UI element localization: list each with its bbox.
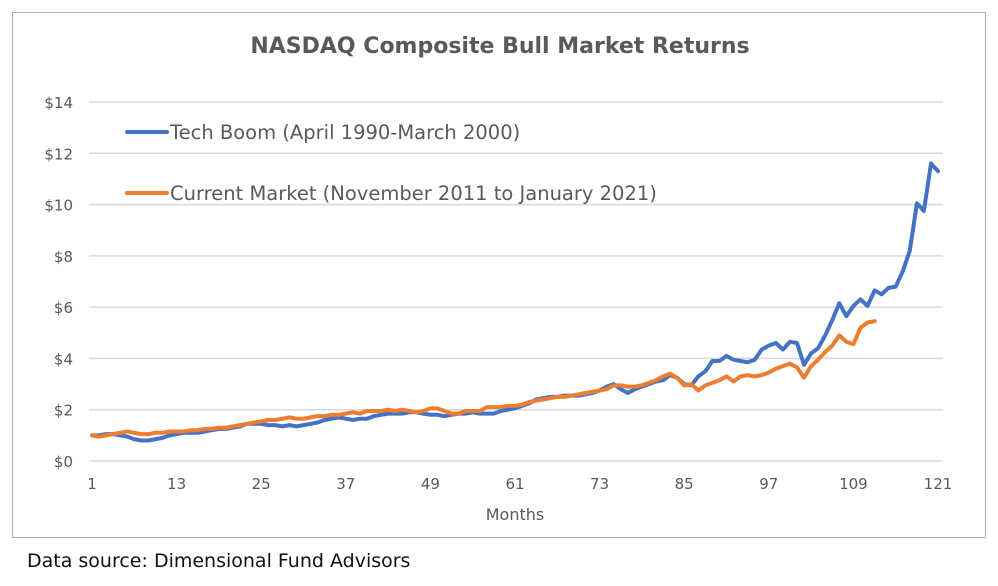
y-tick-label: $6 [54,299,73,317]
legend-label: Tech Boom (April 1990-March 2000) [169,121,520,144]
x-axis-label: Months [486,505,544,524]
y-tick-label: $14 [44,94,73,112]
y-tick-label: $2 [54,402,73,420]
x-tick-label: 13 [167,475,186,493]
x-tick-label: 37 [336,475,355,493]
x-tick-label: 109 [839,475,868,493]
data-source-caption: Data source: Dimensional Fund Advisors [27,550,411,572]
chart-title: NASDAQ Composite Bull Market Returns [250,34,749,59]
x-tick-label: 25 [252,475,271,493]
y-tick-label: $0 [54,453,73,471]
y-tick-label: $10 [44,197,73,215]
x-tick-label: 73 [590,475,609,493]
x-tick-label: 121 [924,475,953,493]
chart-frame [12,12,986,538]
x-tick-label: 61 [505,475,524,493]
x-tick-label: 85 [675,475,694,493]
series-line-current-market [90,319,877,439]
y-tick-label: $12 [44,145,73,163]
x-tick-label: 97 [759,475,778,493]
x-tick-label: 49 [421,475,440,493]
y-tick-label: $4 [54,350,73,368]
x-tick-label: 1 [87,475,97,493]
y-tick-label: $8 [54,248,73,266]
legend-label: Current Market (November 2011 to January… [170,182,657,205]
